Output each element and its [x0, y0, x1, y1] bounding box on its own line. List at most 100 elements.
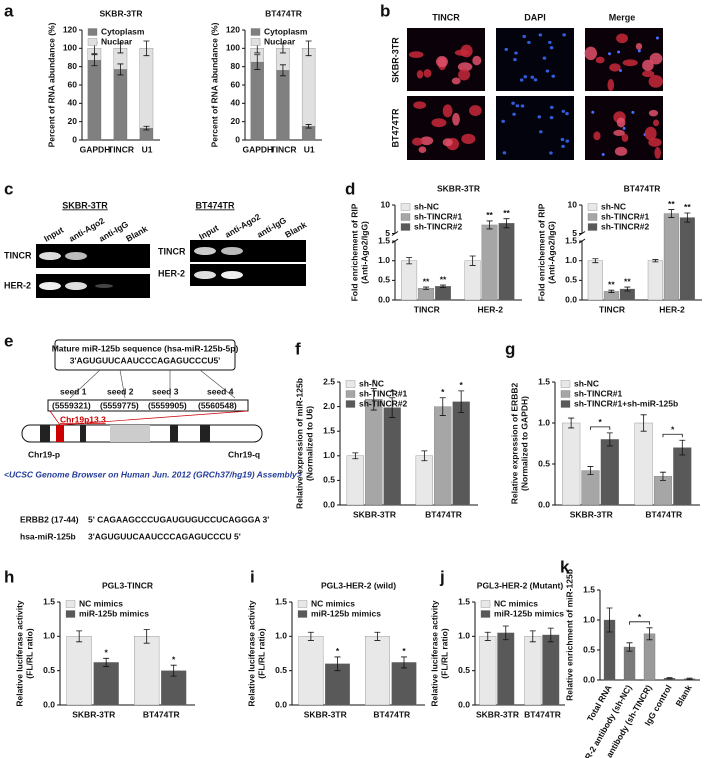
cell: [648, 137, 662, 147]
x-tick-label: U1: [142, 144, 153, 154]
error-bar: [389, 397, 396, 418]
cell: [472, 55, 482, 66]
y-tick-label: 0.5: [538, 458, 550, 468]
y-tick-label: 80: [231, 61, 241, 71]
legend-swatch: [297, 610, 308, 618]
cell: [542, 56, 547, 60]
legend-swatch: [345, 380, 356, 388]
y-tick-label: 100: [226, 43, 240, 53]
seed-label: seed 4: [207, 386, 234, 396]
gel-band: [95, 284, 113, 288]
y-tick-label: 20: [68, 116, 78, 126]
error-bar: [103, 657, 110, 667]
y-axis-label: (Normalized to GAPDH): [519, 396, 529, 491]
cell: [614, 146, 628, 156]
y-tick-label: 1.5: [538, 376, 550, 386]
y-tick-label: 120: [226, 24, 240, 34]
x-tick-label: TINCR: [414, 304, 440, 314]
cell: [523, 75, 528, 79]
y-tick-label: 20: [231, 116, 241, 126]
row-label: TINCR: [158, 246, 186, 256]
cell: [549, 46, 554, 50]
legend-label: Nuclear: [101, 36, 133, 46]
y-tick-label: 120: [63, 24, 77, 34]
bar: [497, 632, 515, 706]
y-tick-label: 1.0: [323, 450, 335, 460]
panel-label: f: [295, 339, 301, 358]
bracket: [629, 621, 650, 625]
error-bar: [568, 417, 575, 429]
cell: [530, 75, 535, 79]
micrograph: [496, 28, 574, 91]
y-tick-label: 1.0: [43, 631, 55, 641]
error-bar: [606, 432, 613, 447]
chromosome-band: [200, 425, 210, 442]
y-tick-label: 0.5: [458, 665, 470, 675]
y-tick-label: 0.0: [583, 674, 595, 684]
legend-label: miR-125b mimics: [79, 608, 149, 618]
error-bar: [439, 397, 446, 416]
panel-labels: a b c d e f g h i j k: [4, 1, 570, 586]
legend-label: sh-TINCR#1+sh-miR-125b: [574, 398, 678, 408]
cell: [502, 151, 507, 155]
error-bar: [679, 439, 686, 456]
bar: [435, 286, 451, 301]
cell: [549, 116, 554, 120]
lane-label: anti-Ago2: [223, 211, 262, 239]
significance: **: [668, 199, 675, 209]
legend-swatch: [87, 28, 98, 36]
cell: [457, 62, 473, 72]
cell: [548, 40, 552, 45]
error-bar: [659, 471, 666, 481]
cell: [654, 146, 661, 159]
legend-label: sh-TINCR#1: [574, 388, 622, 398]
error-bar: [458, 390, 465, 413]
target-sequence: 5' CAGAAGCCCUGAUGUGUCCUCAGGGA 3': [88, 514, 269, 524]
significance: *: [441, 387, 445, 397]
gel-band: [39, 252, 61, 260]
legend-swatch: [587, 203, 598, 211]
y-tick-label: 0.5: [275, 665, 287, 675]
source-note: <UCSC Genome Browser on Human Jun. 2012 …: [4, 469, 302, 479]
legend-swatch: [400, 213, 411, 221]
bar: [87, 60, 102, 141]
x-tick-label: HER-2: [659, 304, 685, 314]
y-tick-label: 5: [385, 228, 390, 238]
nucleus: [601, 153, 605, 157]
y-tick-label: 100: [63, 43, 77, 53]
blot-title: BT474TR: [195, 200, 235, 210]
cell: [551, 74, 556, 78]
legend-swatch: [65, 610, 76, 618]
cell: [565, 139, 570, 143]
panel-label: c: [4, 179, 13, 198]
legend-swatch: [250, 28, 261, 36]
y-axis-label: (FL/RL ratio): [256, 628, 266, 679]
chart-title: BT474TR: [265, 8, 302, 18]
y-tick-label: 0.0: [538, 499, 550, 509]
y-tick-label: 0.5: [323, 475, 335, 485]
cell: [416, 70, 424, 79]
y-tick-label: 0.0: [458, 699, 470, 709]
y-tick-label: 1.0: [538, 417, 550, 427]
nucleus: [617, 50, 621, 54]
y-tick-label: 0.0: [378, 294, 390, 304]
significance: **: [440, 274, 447, 284]
error-bar: [587, 466, 594, 476]
position-box: [47, 399, 249, 412]
cell: [469, 105, 482, 116]
x-tick-label: BT474TR: [524, 709, 561, 719]
x-tick-label: TINCR: [271, 144, 297, 154]
legend-label: sh-NC: [574, 378, 599, 388]
bracket: [662, 433, 683, 438]
bar: [365, 399, 383, 506]
bar: [93, 662, 119, 706]
y-tick-label: 5: [572, 228, 577, 238]
legend-label: miR-125b mimics: [494, 608, 564, 618]
bar: [481, 224, 498, 301]
y-tick-label: 10: [568, 199, 578, 209]
cell: [519, 78, 524, 82]
y-tick-label: 1.0: [275, 631, 287, 641]
x-tick-label: U1: [304, 144, 315, 154]
significance: *: [671, 424, 675, 434]
